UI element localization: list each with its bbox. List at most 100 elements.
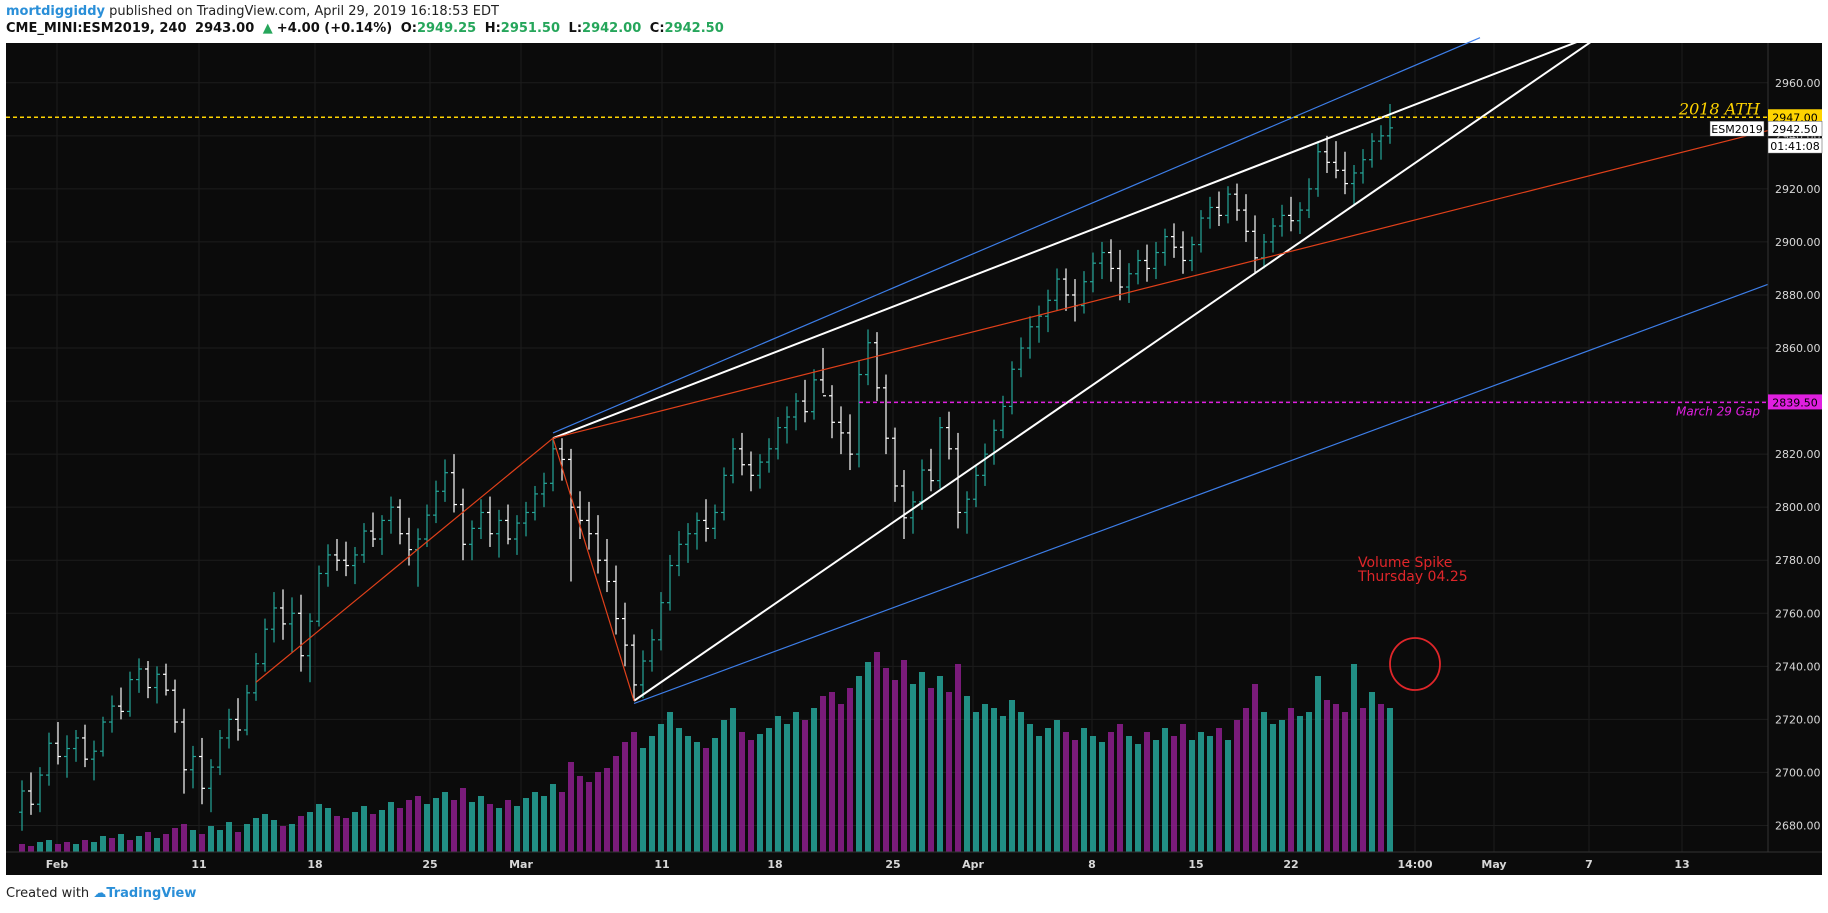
ohlc-bar	[1207, 196, 1213, 229]
volume-bar	[784, 724, 790, 852]
time-tick-label: 13	[1674, 858, 1689, 871]
time-tick-label: Mar	[509, 858, 533, 871]
volume-bar	[568, 762, 574, 852]
volume-bar	[1018, 712, 1024, 852]
ohlc-bar	[559, 438, 565, 481]
volume-bar	[1099, 742, 1105, 852]
ohlc-bar	[838, 406, 844, 455]
price-axis[interactable]	[1768, 43, 1822, 875]
time-axis[interactable]	[6, 852, 1822, 875]
ohlc-bar	[640, 650, 646, 699]
volume-bar	[901, 660, 907, 852]
volume-bar	[1279, 720, 1285, 852]
ohlc-bar	[361, 523, 367, 563]
volume-bar	[496, 808, 502, 852]
price-tag-box	[1709, 120, 1765, 137]
volume-bar	[757, 734, 763, 852]
volume-bar	[991, 708, 997, 852]
close-label: C:	[649, 21, 665, 36]
ohlc-bar	[496, 509, 502, 558]
ohlc-bar	[658, 592, 664, 651]
volume-bar	[829, 692, 835, 852]
ohlc-bar	[1054, 268, 1060, 311]
ohlc-bar	[1189, 236, 1195, 272]
ohlc-bar	[244, 684, 250, 736]
ohlc-bar	[820, 348, 826, 397]
volume-bar	[325, 808, 331, 852]
volume-bar	[838, 704, 844, 852]
ohlc-bar	[910, 491, 916, 534]
ohlc-bar	[334, 539, 340, 571]
ohlc-bar	[64, 735, 70, 778]
time-tick-label: Feb	[46, 858, 69, 871]
ohlc-bar	[1234, 183, 1240, 221]
time-axis-labels: Feb 11 18 25 Mar 11 18 25 Apr 8 15 22 14:00 May 7 13	[6, 851, 1822, 871]
ohlc-bar	[1162, 228, 1168, 266]
ohlc-bar	[397, 499, 403, 545]
volume-bar	[793, 712, 799, 852]
tradingview-logo-icon: ☁	[93, 886, 107, 901]
price-tag-label: ESM2019	[1711, 123, 1762, 136]
ohlc-bar	[154, 666, 160, 704]
gap-label: March 29 Gap	[1676, 404, 1760, 418]
ohlc-bar	[1252, 215, 1258, 274]
ohlc-bar	[766, 438, 772, 473]
volume-bar	[1117, 724, 1123, 852]
volume-bar	[685, 736, 691, 852]
ohlc-bar	[424, 504, 430, 547]
volume-bar	[1081, 728, 1087, 852]
time-tick-label: May	[1481, 858, 1506, 871]
volume-bar	[703, 748, 709, 852]
ohlc-bar	[829, 385, 835, 439]
high-label: H:	[484, 21, 501, 36]
volume-bar	[289, 824, 295, 852]
open-label: O:	[400, 21, 417, 36]
ohlc-bar	[451, 454, 457, 513]
volume-bar	[604, 768, 610, 852]
volume-bar	[172, 828, 178, 852]
ohlc-bar	[1216, 191, 1222, 227]
volume-bar	[721, 720, 727, 852]
volume-bar	[244, 824, 250, 852]
price-tag-box	[1768, 109, 1822, 125]
chart-header: mortdiggiddy published on TradingView.co…	[6, 3, 1806, 37]
volume-bar	[640, 748, 646, 852]
volume-bar	[1108, 732, 1114, 852]
ohlc-bar	[469, 520, 475, 561]
ohlc-bar	[118, 687, 124, 720]
ohlc-bar	[1306, 178, 1312, 219]
red-midline	[552, 129, 1769, 439]
ohlc-bar	[523, 501, 529, 537]
volume-bar	[622, 742, 628, 852]
symbol-line: CME_MINI:ESM2019, 240 2943.00 ▲ +4.00 (+0…	[6, 20, 1806, 37]
blue-channel-upper	[552, 37, 1481, 434]
ohlc-bar	[28, 772, 34, 815]
ohlc-bar	[172, 679, 178, 733]
volume-bar	[892, 680, 898, 852]
ohlc-bar	[1045, 289, 1051, 333]
tradingview-brand[interactable]: TradingView	[106, 886, 197, 901]
time-tick-label: 8	[1088, 858, 1096, 871]
high-value: 2951.50	[500, 21, 561, 36]
ohlc-bar	[811, 369, 817, 420]
author-link[interactable]: mortdiggiddy	[6, 4, 106, 19]
ohlc-bar	[190, 745, 196, 789]
ohlc-bar	[379, 515, 385, 555]
volume-bar	[1180, 724, 1186, 852]
low-value: 2942.00	[582, 21, 642, 36]
ohlc-bar	[874, 332, 880, 402]
volume-bar	[766, 728, 772, 852]
ohlc-bar	[1036, 305, 1042, 343]
ohlc-bar	[235, 698, 241, 741]
volume-bar	[802, 720, 808, 852]
volume-bar	[100, 836, 106, 852]
ohlc-bar	[73, 729, 79, 762]
volume-bar	[1171, 736, 1177, 852]
volume-bar	[487, 804, 493, 852]
price-tick-label: 2820.00	[1775, 448, 1821, 461]
ohlc-bar	[964, 491, 970, 534]
ohlc-bar	[622, 602, 628, 667]
ohlc-bar	[1171, 223, 1177, 258]
volume-bars	[19, 652, 1393, 852]
